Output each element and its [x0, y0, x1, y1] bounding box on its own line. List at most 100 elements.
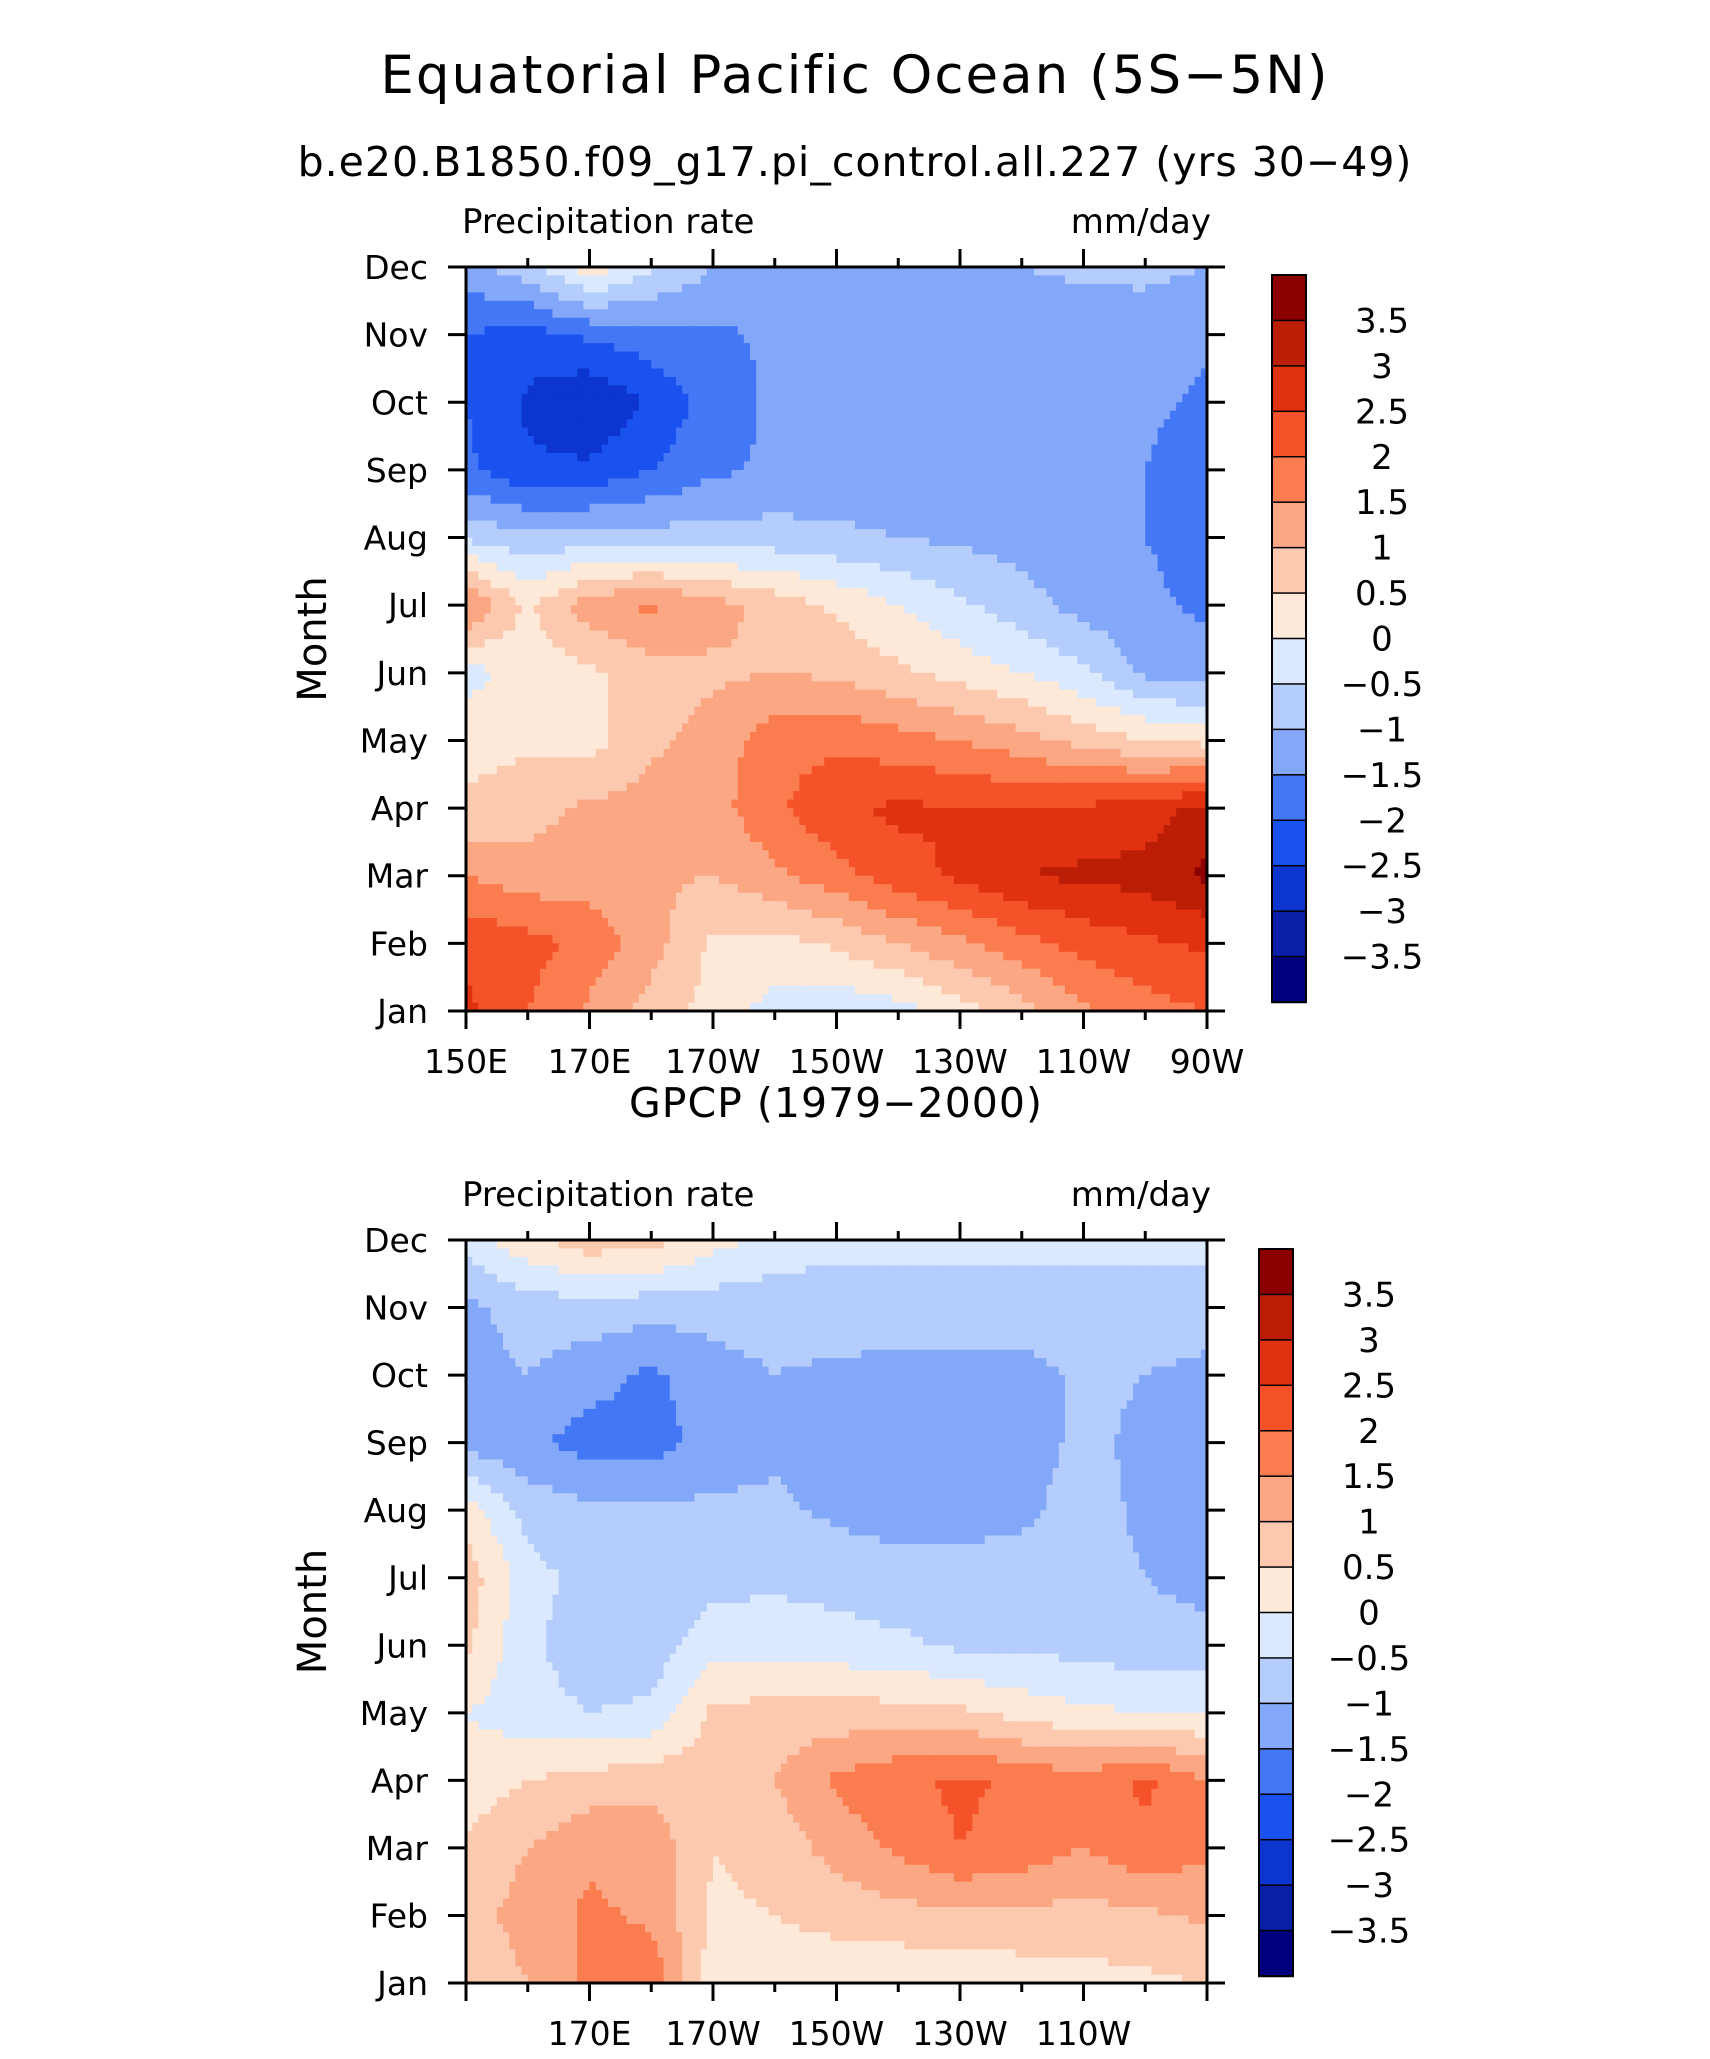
contour-cell — [626, 453, 634, 463]
contour-cell — [694, 436, 702, 446]
contour-cell — [842, 453, 850, 463]
contour-cell — [700, 300, 708, 310]
contour-cell — [558, 520, 566, 530]
contour-cell — [478, 529, 486, 539]
contour-cell — [1052, 469, 1060, 479]
contour-cell — [540, 605, 547, 615]
contour-cell — [836, 554, 844, 564]
contour-cell — [1009, 283, 1017, 293]
contour-cell — [1071, 461, 1078, 471]
contour-cell — [1058, 292, 1066, 302]
contour-cell — [867, 317, 875, 327]
contour-cell — [478, 453, 486, 463]
contour-cell — [669, 588, 677, 598]
contour-cell — [478, 486, 486, 496]
contour-cell — [601, 495, 609, 505]
contour-cell — [787, 419, 794, 429]
contour-cell — [509, 402, 516, 412]
contour-cell — [682, 562, 689, 572]
contour-cell — [719, 419, 726, 429]
contour-cell — [558, 410, 566, 420]
contour-cell — [1176, 309, 1183, 319]
contour-cell — [1139, 427, 1146, 437]
contour-cell — [861, 605, 868, 615]
contour-cell — [706, 326, 714, 336]
contour-cell — [997, 512, 1004, 522]
contour-cell — [682, 520, 689, 530]
contour-cell — [583, 292, 591, 302]
contour-cell — [540, 343, 547, 353]
contour-cell — [1151, 351, 1159, 361]
contour-cell — [898, 393, 906, 403]
contour-cell — [1071, 393, 1078, 403]
contour-cell — [632, 588, 640, 598]
contour-cell — [601, 326, 609, 336]
contour-cell — [1058, 596, 1066, 606]
contour-cell — [546, 588, 554, 598]
contour-cell — [521, 385, 529, 395]
contour-cell — [713, 453, 720, 463]
contour-cell — [756, 453, 763, 463]
contour-cell — [577, 453, 584, 463]
contour-cell — [1169, 571, 1177, 581]
contour-cell — [719, 275, 726, 285]
contour-cell — [984, 360, 992, 370]
contour-cell — [1034, 529, 1041, 539]
contour-cell — [787, 546, 794, 556]
contour-cell — [848, 300, 856, 310]
contour-cell — [861, 554, 868, 564]
contour-cell — [929, 267, 936, 277]
contour-cell — [972, 512, 980, 522]
contour-cell — [546, 579, 554, 589]
contour-cell — [1021, 436, 1029, 446]
contour-cell — [663, 495, 671, 505]
contour-cell — [978, 596, 986, 606]
contour-cell — [737, 309, 745, 319]
contour-cell — [892, 554, 899, 564]
contour-cell — [478, 605, 486, 615]
contour-cell — [929, 343, 936, 353]
contour-cell — [780, 562, 788, 572]
contour-cell — [1077, 393, 1085, 403]
contour-cell — [1114, 334, 1122, 344]
contour-cell — [916, 453, 924, 463]
contour-cell — [515, 402, 523, 412]
contour-cell — [1132, 512, 1140, 522]
contour-cell — [632, 596, 640, 606]
contour-cell — [1009, 334, 1017, 344]
contour-cell — [713, 512, 720, 522]
contour-cell — [1108, 393, 1115, 403]
contour-cell — [1027, 385, 1035, 395]
contour-cell — [793, 495, 801, 505]
contour-cell — [570, 546, 578, 556]
contour-cell — [793, 605, 801, 615]
contour-cell — [719, 461, 726, 471]
contour-cell — [713, 385, 720, 395]
contour-cell — [472, 495, 479, 505]
contour-cell — [1151, 453, 1159, 463]
contour-cell — [978, 351, 986, 361]
contour-cell — [614, 613, 621, 623]
contour-cell — [960, 343, 967, 353]
contour-cell — [947, 267, 955, 277]
contour-cell — [527, 596, 535, 606]
contour-cell — [941, 588, 949, 598]
contour-cell — [1163, 385, 1171, 395]
contour-cell — [1132, 351, 1140, 361]
contour-cell — [466, 554, 473, 564]
contour-cell — [669, 343, 677, 353]
contour-cell — [1108, 275, 1115, 285]
contour-cell — [645, 562, 652, 572]
contour-cell — [478, 562, 486, 572]
contour-cell — [1052, 317, 1060, 327]
contour-cell — [515, 351, 523, 361]
contour-cell — [750, 546, 757, 556]
contour-cell — [706, 275, 714, 285]
contour-cell — [1151, 537, 1159, 547]
contour-cell — [484, 571, 492, 581]
contour-cell — [960, 351, 967, 361]
contour-cell — [509, 309, 516, 319]
contour-cell — [1077, 546, 1085, 556]
contour-cell — [1169, 596, 1177, 606]
contour-cell — [496, 326, 504, 336]
